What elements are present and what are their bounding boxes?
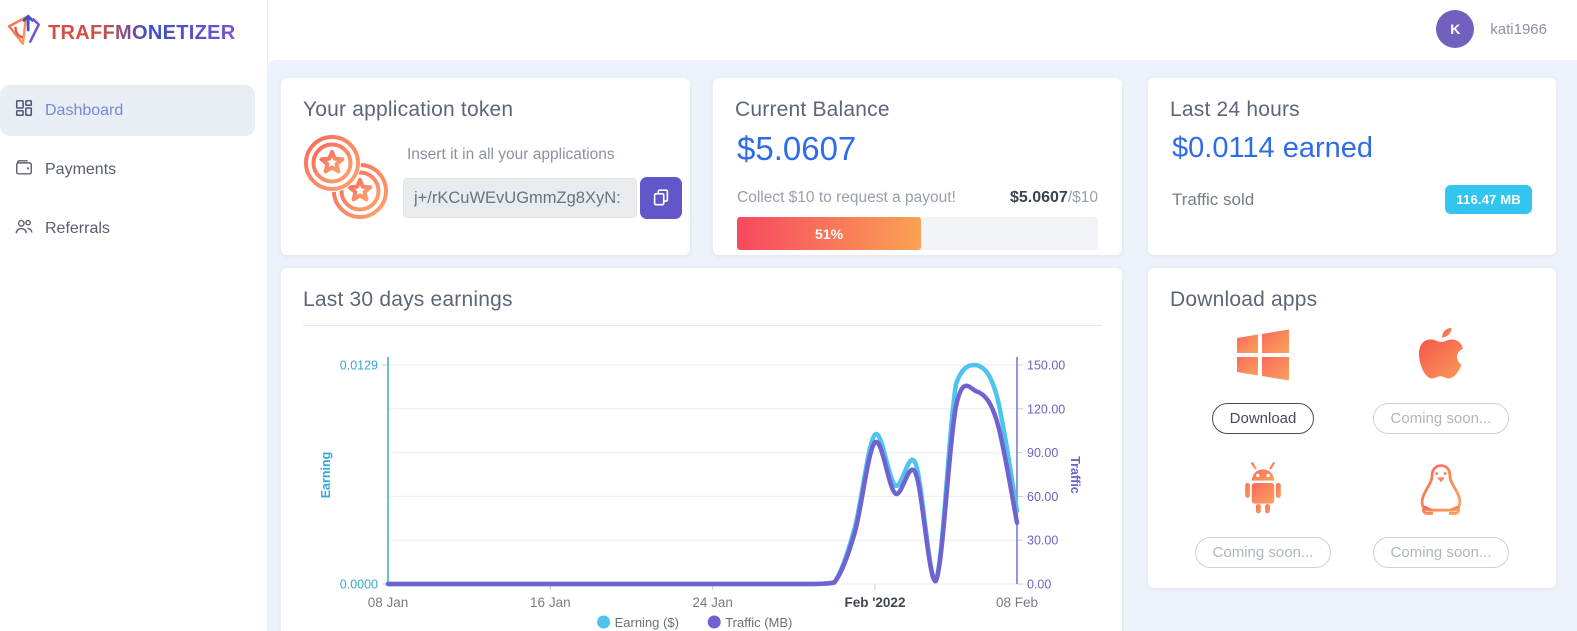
payout-progress-fill: 51% bbox=[737, 217, 922, 250]
svg-text:120.00: 120.00 bbox=[1027, 402, 1065, 416]
main-content: Your application token Insert it in all … bbox=[268, 60, 1577, 631]
token-subtitle: Insert it in all your applications bbox=[407, 146, 615, 163]
sidebar-item-dashboard[interactable]: Dashboard bbox=[0, 85, 255, 136]
svg-text:24 Jan: 24 Jan bbox=[692, 595, 733, 610]
svg-text:Traffic: Traffic bbox=[1068, 456, 1082, 494]
avatar[interactable]: K bbox=[1436, 10, 1475, 48]
earnings-chart-card: Last 30 days earnings 150.00 120.00 90.00 6… bbox=[281, 268, 1122, 631]
app-windows: Download bbox=[1174, 324, 1352, 434]
copy-icon bbox=[651, 187, 671, 210]
last24-card-title: Last 24 hours bbox=[1170, 98, 1300, 121]
download-windows-button[interactable]: Download bbox=[1211, 403, 1315, 434]
chart-title-divider bbox=[303, 325, 1102, 326]
app-apple: Coming soon... bbox=[1352, 324, 1530, 434]
payout-progress-label: 51% bbox=[815, 225, 844, 242]
sidebar-item-label: Payments bbox=[45, 160, 117, 178]
android-coming-soon-button[interactable]: Coming soon... bbox=[1194, 537, 1332, 568]
sidebar-item-referrals[interactable]: Referrals bbox=[0, 203, 255, 254]
svg-text:Traffic (MB): Traffic (MB) bbox=[725, 615, 792, 630]
traffic-sold-badge: 116.47 MB bbox=[1445, 185, 1532, 214]
sidebar-item-label: Referrals bbox=[45, 219, 110, 237]
topbar: K kati1966 bbox=[268, 0, 1577, 60]
svg-text:08 Feb: 08 Feb bbox=[996, 595, 1038, 610]
svg-text:Earning ($): Earning ($) bbox=[615, 615, 679, 630]
svg-text:Feb '2022: Feb '2022 bbox=[844, 595, 905, 610]
app-linux: Coming soon... bbox=[1352, 458, 1530, 568]
token-input[interactable] bbox=[403, 178, 637, 218]
svg-text:150.00: 150.00 bbox=[1027, 359, 1065, 373]
wallet-icon bbox=[14, 157, 34, 182]
linux-icon bbox=[1411, 458, 1471, 527]
svg-text:30.00: 30.00 bbox=[1027, 534, 1058, 548]
user-menu[interactable]: K kati1966 bbox=[1436, 10, 1547, 48]
earned-value: $0.0114 earned bbox=[1172, 132, 1374, 164]
apple-coming-soon-button[interactable]: Coming soon... bbox=[1372, 403, 1510, 434]
svg-text:0.0129: 0.0129 bbox=[340, 359, 378, 373]
payout-target: /$10 bbox=[1067, 189, 1098, 206]
windows-icon bbox=[1229, 324, 1297, 393]
balance-card-title: Current Balance bbox=[735, 98, 890, 121]
app-android: Coming soon... bbox=[1174, 458, 1352, 568]
svg-text:08 Jan: 08 Jan bbox=[368, 595, 409, 610]
copy-token-button[interactable] bbox=[640, 177, 682, 219]
svg-text:60.00: 60.00 bbox=[1027, 490, 1058, 504]
earnings-traffic-line-chart: 150.00 120.00 90.00 60.00 30.00 0.00 0.0129 0.0… bbox=[319, 357, 1082, 630]
last-24-hours-card: Last 24 hours $0.0114 earned Traffic sol… bbox=[1148, 78, 1556, 255]
download-apps-card: Download apps Download bbox=[1148, 268, 1556, 588]
traffic-sold-label: Traffic sold bbox=[1172, 189, 1255, 209]
coins-icon bbox=[299, 130, 391, 227]
token-card-title: Your application token bbox=[303, 98, 514, 121]
sidebar-nav: Dashboard Payments Referrals bbox=[0, 85, 267, 254]
svg-text:Earning: Earning bbox=[319, 452, 333, 499]
traffmonetizer-logo-icon bbox=[6, 12, 44, 55]
chart-title: Last 30 days earnings bbox=[303, 288, 513, 311]
sidebar: TRAFFMONETIZER Dashboard Payments bbox=[0, 0, 268, 631]
application-token-card: Your application token Insert it in all … bbox=[281, 78, 690, 255]
balance-value: $5.0607 bbox=[737, 130, 857, 167]
svg-text:0.00: 0.00 bbox=[1027, 578, 1051, 592]
logo-wordmark: TRAFFMONETIZER bbox=[48, 22, 236, 44]
payout-hint: Collect $10 to request a payout! bbox=[737, 189, 956, 206]
payout-fraction: $5.0607/$10 bbox=[1010, 189, 1098, 207]
app-logo[interactable]: TRAFFMONETIZER bbox=[0, 0, 267, 55]
payout-current: $5.0607 bbox=[1009, 189, 1068, 206]
apple-icon bbox=[1409, 324, 1474, 393]
username: kati1966 bbox=[1490, 20, 1547, 38]
payout-progress-track: 51% bbox=[737, 217, 1098, 250]
svg-text:16 Jan: 16 Jan bbox=[530, 595, 571, 610]
svg-text:0.0000: 0.0000 bbox=[340, 578, 378, 592]
people-icon bbox=[14, 216, 34, 241]
svg-text:90.00: 90.00 bbox=[1027, 446, 1058, 460]
sidebar-item-payments[interactable]: Payments bbox=[0, 144, 255, 195]
apps-card-title: Download apps bbox=[1170, 288, 1318, 311]
current-balance-card: Current Balance $5.0607 Collect $10 to r… bbox=[713, 78, 1122, 255]
android-icon bbox=[1233, 458, 1293, 527]
dashboard-grid-icon bbox=[14, 98, 34, 123]
sidebar-item-label: Dashboard bbox=[45, 101, 124, 119]
linux-coming-soon-button[interactable]: Coming soon... bbox=[1372, 537, 1510, 568]
